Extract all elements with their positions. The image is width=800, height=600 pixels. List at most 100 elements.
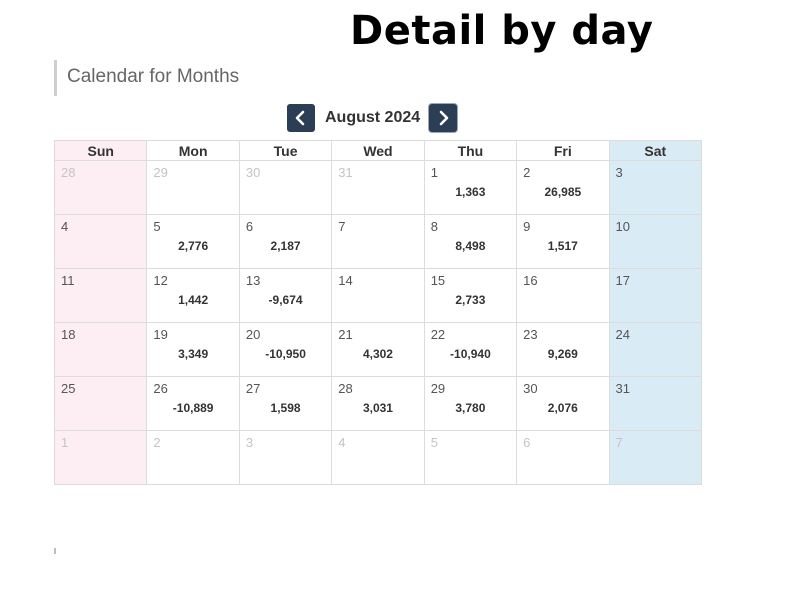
calendar-day-cell[interactable]: 29: [146, 160, 240, 215]
day-value: 1,363: [455, 185, 486, 199]
calendar-week-row: 1 2 3 4 5 6 7: [53, 430, 703, 485]
day-value: -10,950: [265, 347, 306, 361]
day-value: 1,517: [547, 239, 578, 253]
chevron-left-icon: [295, 110, 305, 126]
day-number: 1: [61, 435, 69, 450]
day-number: 3: [615, 165, 623, 180]
day-value: 1,442: [178, 293, 209, 307]
day-value: -10,940: [450, 347, 491, 361]
calendar-day-cell[interactable]: 23 9,269: [516, 322, 610, 377]
day-value: 1,598: [270, 401, 301, 415]
weekday-header-thu: Thu: [423, 140, 518, 161]
calendar-day-cell[interactable]: 7: [608, 430, 703, 485]
day-number: 28: [338, 381, 353, 396]
calendar-day-cell[interactable]: 10: [608, 214, 703, 269]
day-value: -10,889: [172, 401, 214, 415]
day-value: 3,031: [362, 401, 393, 415]
day-number: 14: [338, 273, 353, 288]
weekday-header-sat: Sat: [608, 140, 703, 161]
calendar-day-cell[interactable]: 13 -9,674: [238, 268, 333, 323]
calendar-day-cell[interactable]: 30 2,076: [516, 376, 610, 431]
calendar-day-cell[interactable]: 1 1,363: [423, 160, 518, 215]
day-number: 19: [153, 327, 168, 342]
calendar-week-row: 4 5 2,776 6 2,187 7 8 8,498 9 1,517 10: [53, 214, 703, 269]
weekday-header-row: Sun Mon Tue Wed Thu Fri Sat: [53, 140, 703, 161]
day-value: 2,776: [178, 239, 209, 253]
chevron-right-icon: [439, 110, 449, 126]
section-title: Calendar for Months: [54, 60, 239, 96]
calendar-day-cell[interactable]: 14: [331, 268, 425, 323]
calendar-day-cell[interactable]: 26 -10,889: [146, 376, 240, 431]
calendar-week-row: 11 12 1,442 13 -9,674 14 15 2,733 16 17: [53, 268, 703, 323]
calendar-day-cell[interactable]: 21 4,302: [331, 322, 425, 377]
calendar-day-cell[interactable]: 4: [331, 430, 425, 485]
day-number: 30: [245, 165, 261, 180]
calendar-day-cell[interactable]: 11: [53, 268, 148, 323]
day-number: 23: [523, 327, 538, 342]
calendar-day-cell[interactable]: 31: [608, 376, 703, 431]
weekday-header-tue: Tue: [238, 140, 333, 161]
calendar-day-cell[interactable]: 7: [331, 214, 425, 269]
calendar-day-cell[interactable]: 25: [53, 376, 148, 431]
weekday-header-fri: Fri: [516, 140, 610, 161]
calendar-day-cell[interactable]: 24: [608, 322, 703, 377]
calendar-day-cell[interactable]: 2: [146, 430, 240, 485]
calendar-day-cell[interactable]: 3: [238, 430, 333, 485]
calendar-day-cell[interactable]: 16: [516, 268, 610, 323]
prev-month-button[interactable]: [287, 104, 315, 132]
calendar-week-row: 28 29 30 31 1 1,363 2 26,985 3: [53, 160, 703, 215]
day-number: 11: [61, 273, 75, 288]
calendar-day-cell[interactable]: 18: [53, 322, 148, 377]
calendar-day-cell[interactable]: 28 3,031: [331, 376, 425, 431]
day-number: 7: [338, 219, 346, 234]
day-number: 7: [615, 435, 623, 450]
calendar-day-cell[interactable]: 19 3,349: [146, 322, 240, 377]
calendar-day-cell[interactable]: 28: [53, 160, 148, 215]
calendar-day-cell[interactable]: 15 2,733: [423, 268, 518, 323]
day-value: 2,187: [270, 239, 301, 253]
calendar-day-cell[interactable]: 6 2,187: [238, 214, 333, 269]
day-number: 2: [523, 165, 531, 180]
calendar-day-cell[interactable]: 30: [238, 160, 333, 215]
day-number: 18: [61, 327, 76, 342]
calendar-day-cell[interactable]: 5: [423, 430, 518, 485]
day-number: 15: [430, 273, 446, 288]
day-value: 3,780: [455, 401, 486, 415]
calendar-day-cell[interactable]: 12 1,442: [146, 268, 240, 323]
weekday-header-sun: Sun: [53, 140, 148, 161]
day-value: 2,076: [547, 401, 578, 415]
next-month-button[interactable]: [429, 104, 458, 132]
calendar-day-cell[interactable]: 3: [608, 160, 703, 215]
day-value: -9,674: [268, 293, 303, 307]
calendar-day-cell[interactable]: 4: [53, 214, 148, 269]
day-number: 25: [61, 381, 76, 396]
calendar-day-cell[interactable]: 1: [53, 430, 148, 485]
calendar-day-cell[interactable]: 5 2,776: [146, 214, 240, 269]
calendar-day-cell[interactable]: 27 1,598: [238, 376, 333, 431]
calendar-day-cell[interactable]: 29 3,780: [423, 376, 518, 431]
day-number: 29: [153, 165, 168, 180]
calendar-day-cell[interactable]: 20 -10,950: [238, 322, 333, 377]
day-number: 13: [245, 273, 261, 288]
calendar-day-cell[interactable]: 2 26,985: [516, 160, 610, 215]
calendar-day-cell[interactable]: 9 1,517: [516, 214, 610, 269]
day-number: 3: [245, 435, 254, 450]
scroll-marker: [54, 548, 56, 554]
weekday-header-wed: Wed: [331, 140, 425, 161]
calendar-day-cell[interactable]: 22 -10,940: [423, 322, 518, 377]
day-number: 9: [523, 219, 531, 234]
calendar-day-cell[interactable]: 6: [516, 430, 610, 485]
day-number: 1: [430, 165, 438, 180]
day-number: 16: [523, 273, 538, 288]
calendar-day-cell[interactable]: 31: [331, 160, 425, 215]
calendar-week-row: 25 26 -10,889 27 1,598 28 3,031 29 3,780 30 2,076 3…: [53, 376, 703, 431]
calendar-day-cell[interactable]: 8 8,498: [423, 214, 518, 269]
day-number: 17: [615, 273, 630, 288]
day-number: 20: [245, 327, 261, 342]
day-number: 6: [523, 435, 531, 450]
day-value: 26,985: [544, 185, 582, 199]
day-number: 8: [430, 219, 438, 234]
calendar-day-cell[interactable]: 17: [608, 268, 703, 323]
day-number: 2: [153, 435, 161, 450]
day-number: 6: [245, 219, 254, 234]
